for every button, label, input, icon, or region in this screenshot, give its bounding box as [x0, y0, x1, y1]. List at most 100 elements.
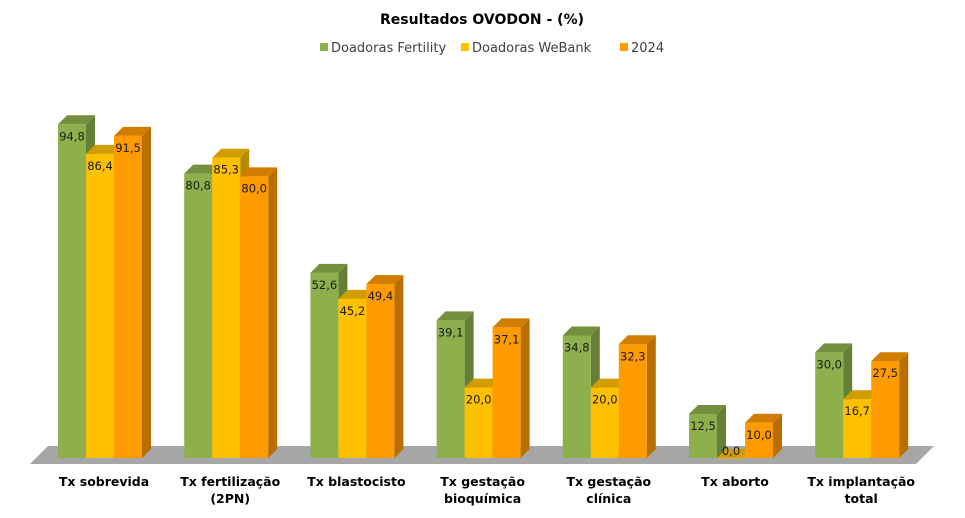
bar-top-doadoras-webank-1: [212, 148, 250, 158]
category-label-6-line-0: Tx implantação: [807, 474, 915, 489]
bar-top-doadoras-webank-4: [590, 378, 628, 388]
value-label-doadoras-fertility-2: 52,6: [312, 278, 338, 292]
bar-top-doadoras-fertility-5: [689, 405, 726, 414]
bar-top-2024-2: [366, 275, 404, 285]
value-label-2024-5: 10,0: [746, 428, 772, 442]
value-label-doadoras-webank-3: 20,0: [466, 393, 492, 407]
legend-swatch-2024: [620, 43, 628, 51]
bar-front-doadoras-fertility-2: [310, 272, 339, 458]
category-label-3-line-1: bioquímica: [444, 491, 521, 506]
category-label-1-line-0: Tx fertilização: [180, 474, 280, 489]
legend-label-doadoras-webank: Doadoras WeBank: [472, 41, 592, 56]
value-label-doadoras-fertility-6: 30,0: [816, 357, 842, 371]
legend-swatch-doadoras-webank: [461, 43, 469, 51]
bar-front-2024-6: [871, 361, 900, 458]
bar-top-doadoras-webank-3: [464, 378, 502, 388]
bar-front-doadoras-webank-2: [338, 298, 367, 458]
value-label-2024-4: 32,3: [620, 349, 646, 363]
bar-top-2024-6: [871, 352, 909, 362]
category-label-5: Tx aborto: [701, 474, 769, 489]
bar-top-2024-3: [492, 318, 530, 328]
bar-front-doadoras-fertility-0: [58, 124, 86, 458]
bar-2024-1: [240, 167, 278, 458]
category-label-1-line-1: (2PN): [210, 491, 250, 506]
bar-top-doadoras-fertility-3: [436, 311, 474, 321]
bar-2024-4: [618, 335, 656, 458]
value-label-doadoras-webank-4: 20,0: [592, 393, 618, 407]
bar-front-2024-5: [745, 422, 773, 458]
category-label-2: Tx blastocisto: [307, 474, 406, 489]
value-label-doadoras-webank-0: 86,4: [87, 159, 113, 173]
category-label-3-line-0: Tx gestação: [440, 474, 525, 489]
value-labels: 94,8 86,491,5 80,885,380,0 52,645,249,4 39,1…: [59, 129, 898, 458]
bar-front-doadoras-fertility-5: [689, 414, 717, 458]
bar-front-2024-3: [492, 327, 521, 458]
bar-front-doadoras-webank-0: [86, 153, 114, 458]
bar-side-2024-6: [899, 352, 909, 458]
bar-top-2024-4: [618, 335, 656, 345]
category-label-4-line-0: Tx gestação: [566, 474, 651, 489]
bars: [58, 115, 909, 459]
legend-swatch-doadoras-fertility: [320, 43, 328, 51]
bar-top-doadoras-webank-0: [86, 144, 123, 154]
bar-side-2024-4: [646, 335, 656, 458]
bar-2024-5: [745, 413, 782, 458]
bar-doadoras-fertility-5: [689, 405, 726, 458]
value-label-2024-3: 37,1: [494, 332, 520, 346]
bar-doadoras-fertility-4: [562, 326, 600, 458]
bar-doadoras-webank-5: [717, 449, 754, 459]
legend: Doadoras Fertility Doadoras WeBank 2024: [320, 41, 664, 56]
bar-front-2024-4: [618, 344, 647, 458]
bar-side-doadoras-fertility-5: [717, 405, 726, 458]
value-label-2024-2: 49,4: [368, 289, 394, 303]
category-label-6-line-1: total: [845, 491, 878, 506]
bar-2024-6: [871, 352, 909, 458]
bar-top-doadoras-fertility-1: [184, 164, 222, 174]
category-labels: Tx sobrevida Tx fertilização (2PN) Tx blast…: [59, 474, 916, 506]
bar-top-doadoras-fertility-0: [58, 115, 95, 125]
value-label-doadoras-webank-1: 85,3: [213, 163, 239, 177]
chart-title: Resultados OVODON - (%): [380, 12, 584, 28]
value-label-doadoras-fertility-0: 94,8: [59, 129, 85, 143]
bar-top-doadoras-webank-2: [338, 289, 376, 299]
bar-side-2024-1: [268, 167, 278, 458]
bar-side-2024-0: [142, 126, 151, 459]
value-label-2024-6: 27,5: [872, 366, 898, 380]
value-label-doadoras-webank-5: 0,0: [722, 444, 740, 458]
bar-front-doadoras-webank-3: [464, 387, 493, 458]
value-label-doadoras-fertility-1: 80,8: [185, 179, 211, 193]
bar-front-doadoras-fertility-6: [815, 352, 844, 458]
bar-side-2024-2: [394, 275, 404, 458]
bar-front-doadoras-fertility-3: [436, 320, 465, 458]
bar-front-2024-1: [240, 176, 269, 458]
bar-front-doadoras-webank-1: [212, 157, 241, 458]
bar-top-doadoras-fertility-6: [815, 343, 853, 353]
value-label-doadoras-webank-2: 45,2: [340, 304, 366, 318]
bar-top-2024-5: [745, 413, 782, 423]
bar-top-doadoras-fertility-2: [310, 263, 348, 273]
bar-front-doadoras-webank-6: [843, 399, 872, 458]
bar-front-doadoras-webank-4: [590, 387, 619, 458]
value-label-2024-1: 80,0: [241, 181, 267, 195]
bar-front-2024-2: [366, 284, 395, 458]
bar-front-doadoras-webank-5: [717, 458, 745, 459]
bar-2024-0: [114, 126, 151, 459]
value-label-doadoras-fertility-3: 39,1: [438, 325, 464, 339]
bar-front-2024-0: [114, 135, 142, 459]
category-label-0: Tx sobrevida: [59, 474, 149, 489]
bar-front-doadoras-fertility-1: [184, 173, 213, 459]
value-label-2024-0: 91,5: [115, 141, 141, 155]
bar-top-2024-1: [240, 167, 278, 177]
bar-front-doadoras-fertility-4: [562, 335, 591, 458]
value-label-doadoras-webank-6: 16,7: [844, 404, 870, 418]
value-label-doadoras-fertility-5: 12,5: [690, 419, 716, 433]
bar-top-doadoras-webank-6: [843, 390, 881, 400]
bar-side-2024-5: [773, 413, 782, 458]
bar-2024-3: [492, 318, 530, 458]
bar-top-doadoras-webank-5: [717, 449, 754, 458]
bar-side-2024-3: [520, 318, 530, 458]
legend-label-doadoras-fertility: Doadoras Fertility: [331, 41, 446, 56]
category-label-4-line-1: clínica: [586, 491, 631, 506]
bar-top-2024-0: [114, 126, 151, 136]
